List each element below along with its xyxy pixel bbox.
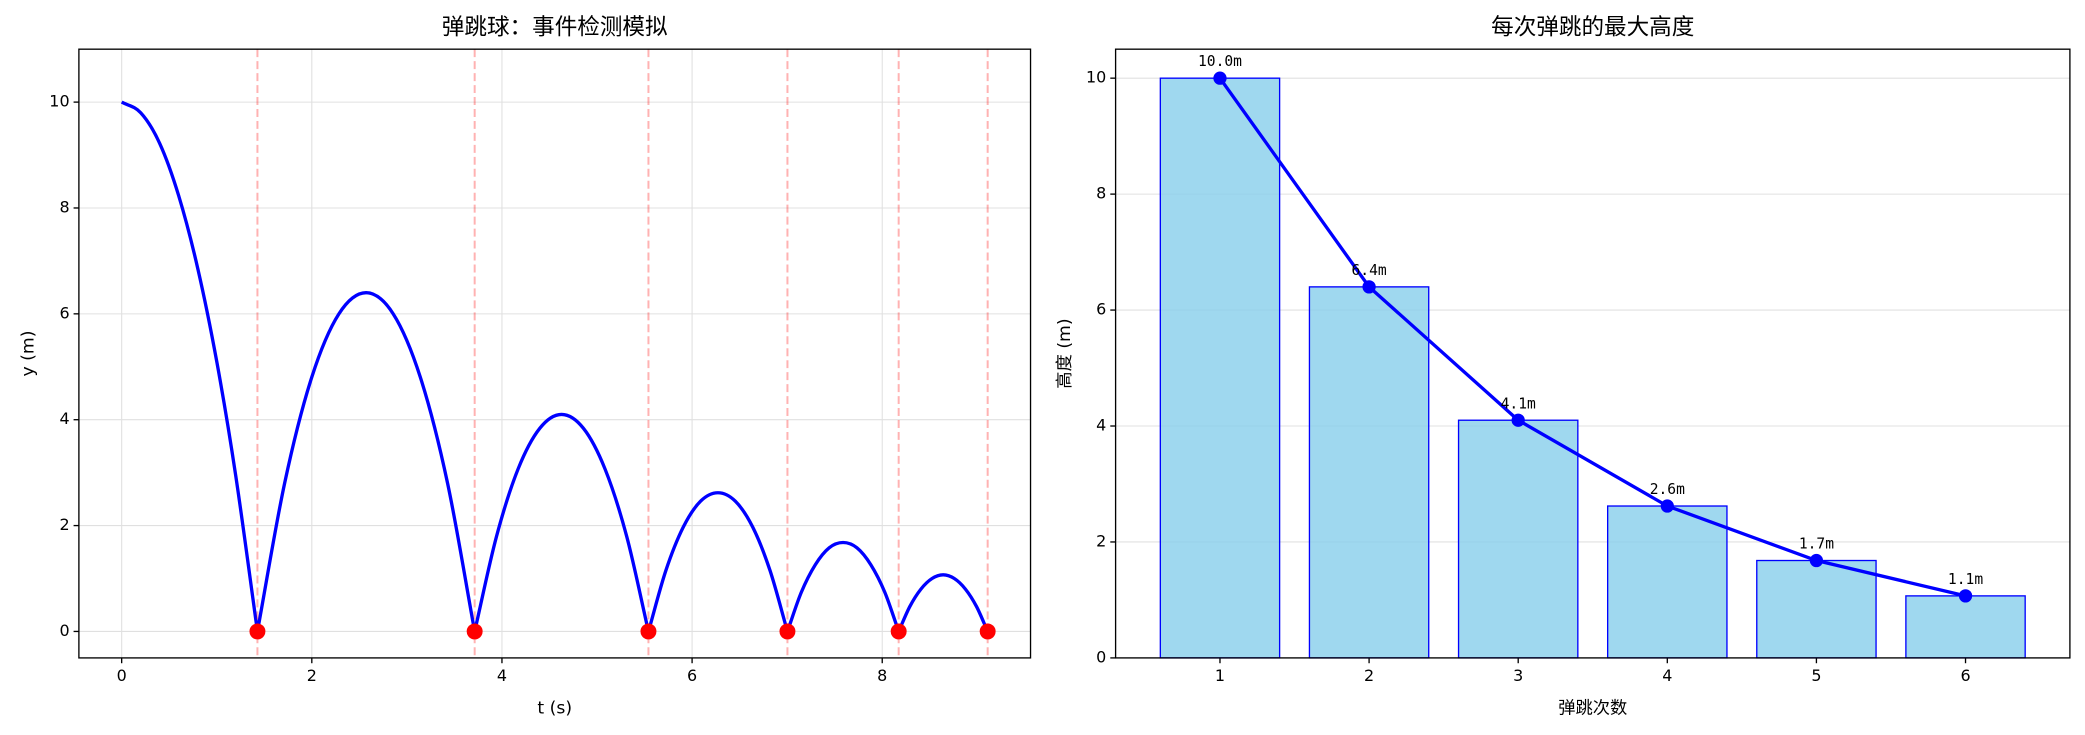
- y-tick-label: 4: [1096, 416, 1106, 435]
- axes-frame: [1114, 48, 2071, 659]
- value-label: 10.0m: [1198, 53, 1242, 70]
- height-point: [1809, 553, 1824, 568]
- trajectory: [120, 100, 990, 637]
- y-tick-label: 10: [1086, 68, 1106, 87]
- height-point: [1511, 413, 1525, 427]
- event-point: [779, 623, 796, 640]
- x-tick-label: 1: [1215, 666, 1225, 685]
- x-tick-label: 6: [687, 666, 697, 685]
- y-tick-label: 4: [59, 409, 69, 428]
- bar: [1905, 595, 2026, 659]
- x-tick-label: 2: [1364, 666, 1374, 685]
- y-tick-label: 6: [59, 303, 69, 322]
- y-tick-label: 8: [59, 197, 69, 216]
- x-axis-label: 弹跳次数: [1558, 698, 1627, 718]
- x-tick-label: 4: [497, 666, 507, 685]
- y-tick-label: 0: [1096, 647, 1106, 666]
- value-label: 6.4m: [1351, 262, 1386, 279]
- bar: [1457, 419, 1579, 659]
- event-point: [890, 623, 907, 640]
- y-tick-label: 10: [49, 92, 69, 111]
- y-axis-label: y (m): [18, 331, 38, 377]
- value-label: 2.6m: [1650, 481, 1685, 498]
- x-tick-label: 4: [1662, 666, 1672, 685]
- y-tick-label: 8: [1096, 184, 1106, 203]
- chart-title: 弹跳球：事件检测模拟: [442, 14, 668, 40]
- bar: [1308, 286, 1430, 659]
- y-tick-label: 2: [1096, 531, 1106, 550]
- value-label: 4.1m: [1501, 395, 1536, 412]
- bar: [1756, 559, 1877, 659]
- y-tick-label: 6: [1096, 300, 1106, 319]
- height-point: [1362, 280, 1376, 294]
- x-tick-label: 5: [1811, 666, 1821, 685]
- height-point: [1958, 589, 1973, 603]
- value-label: 1.1m: [1948, 571, 1983, 588]
- axes-frame: [78, 48, 1032, 659]
- event-point: [979, 623, 996, 640]
- x-axis-label: t (s): [537, 698, 572, 718]
- height-point: [1213, 71, 1227, 85]
- event-point: [249, 623, 266, 640]
- x-tick-label: 2: [307, 666, 317, 685]
- event-point: [466, 623, 483, 640]
- x-tick-label: 6: [1960, 666, 1970, 685]
- x-tick-label: 0: [117, 666, 127, 685]
- chart-title: 每次弹跳的最大高度: [1491, 14, 1694, 40]
- x-tick-label: 8: [877, 666, 887, 685]
- height-point: [1660, 499, 1674, 513]
- y-axis-label: 高度 (m): [1055, 318, 1075, 388]
- y-tick-label: 2: [59, 515, 69, 534]
- event-point: [640, 623, 657, 640]
- x-tick-label: 3: [1513, 666, 1523, 685]
- bar: [1159, 77, 1281, 659]
- subplot: 0 2 4 6 8 10 0 2 4 6 8 弹跳球：事件检测模拟 t (s) y (m): [18, 14, 1032, 718]
- value-label: 1.7m: [1799, 536, 1834, 553]
- y-tick-label: 0: [59, 621, 69, 640]
- height-line: [1218, 77, 1966, 598]
- bar: [1606, 505, 1728, 659]
